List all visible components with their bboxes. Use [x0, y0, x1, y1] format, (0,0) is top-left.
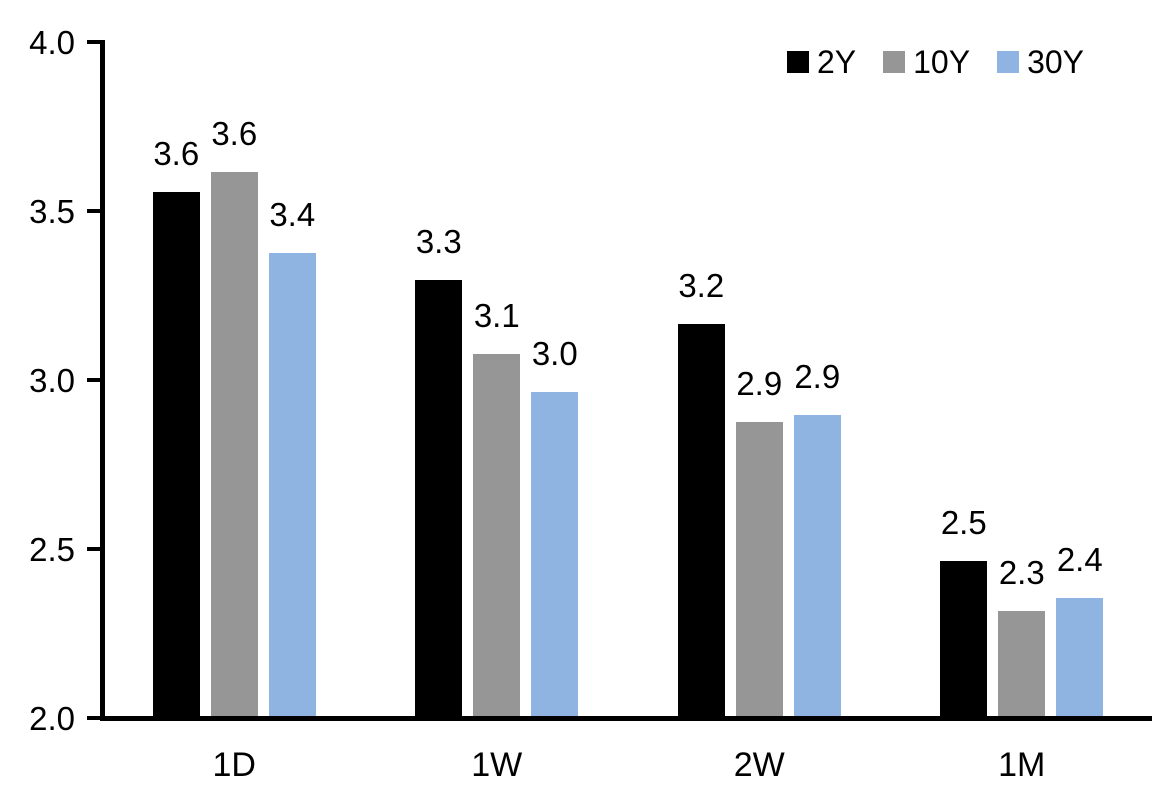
x-tick-label: 1W [471, 746, 523, 784]
legend-item-10y: 10Y [883, 46, 970, 78]
chart-legend: 2Y 10Y 30Y [786, 44, 1084, 80]
legend-swatch-icon [883, 51, 906, 73]
y-axis-tick [87, 378, 100, 382]
bar-value-label: 2.3 [998, 554, 1045, 592]
bar-value-label: 3.1 [473, 297, 520, 335]
x-tick-label: 1D [212, 746, 256, 784]
bar-value-label: 2.9 [794, 358, 841, 396]
bar-30y-1d [268, 252, 316, 716]
y-tick-label: 3.5 [29, 193, 75, 230]
x-tick-label: 1M [998, 746, 1046, 784]
y-axis-line [100, 40, 105, 721]
bar-2y-1m [940, 560, 988, 716]
bar-30y-1m [1056, 597, 1104, 716]
bar-2y-1d [152, 192, 200, 716]
bar-30y-1w [531, 391, 579, 716]
legend-item-2y: 2Y [786, 44, 857, 80]
x-tick-label: 2W [733, 746, 785, 784]
legend-label: 2Y [816, 44, 857, 80]
legend-label: 10Y [913, 44, 971, 80]
bar-10y-2w [735, 421, 783, 716]
bar-value-label: 3.6 [211, 114, 258, 152]
y-axis-tick [87, 209, 100, 213]
y-tick-label: 3.0 [29, 362, 75, 399]
bar-10y-1m [998, 611, 1046, 716]
y-axis-tick [87, 547, 100, 551]
y-axis-tick [87, 40, 100, 44]
bar-value-label: 3.0 [531, 334, 578, 372]
bar-value-label: 2.4 [1056, 540, 1103, 578]
bar-10y-1d [210, 171, 258, 716]
y-tick-label: 4.0 [29, 24, 75, 61]
bar-value-label: 3.4 [269, 195, 316, 233]
bar-value-label: 3.3 [415, 222, 462, 260]
legend-item-30y: 30Y [997, 46, 1084, 78]
bar-2y-1w [415, 279, 463, 716]
y-axis-tick [87, 716, 100, 720]
legend-label: 30Y [1027, 44, 1084, 80]
bar-value-label: 2.5 [940, 503, 987, 541]
bar-2y-2w [677, 323, 725, 716]
x-axis-line [100, 716, 1152, 721]
y-tick-label: 2.5 [29, 531, 75, 568]
bar-value-label: 3.2 [678, 266, 725, 304]
bar-30y-2w [793, 415, 841, 716]
legend-swatch-icon [997, 51, 1020, 73]
legend-swatch-icon [786, 51, 809, 73]
bar-value-label: 2.9 [736, 364, 783, 402]
bar-value-label: 3.6 [153, 135, 200, 173]
bar-10y-1w [473, 354, 521, 716]
y-tick-label: 2.0 [29, 700, 75, 737]
